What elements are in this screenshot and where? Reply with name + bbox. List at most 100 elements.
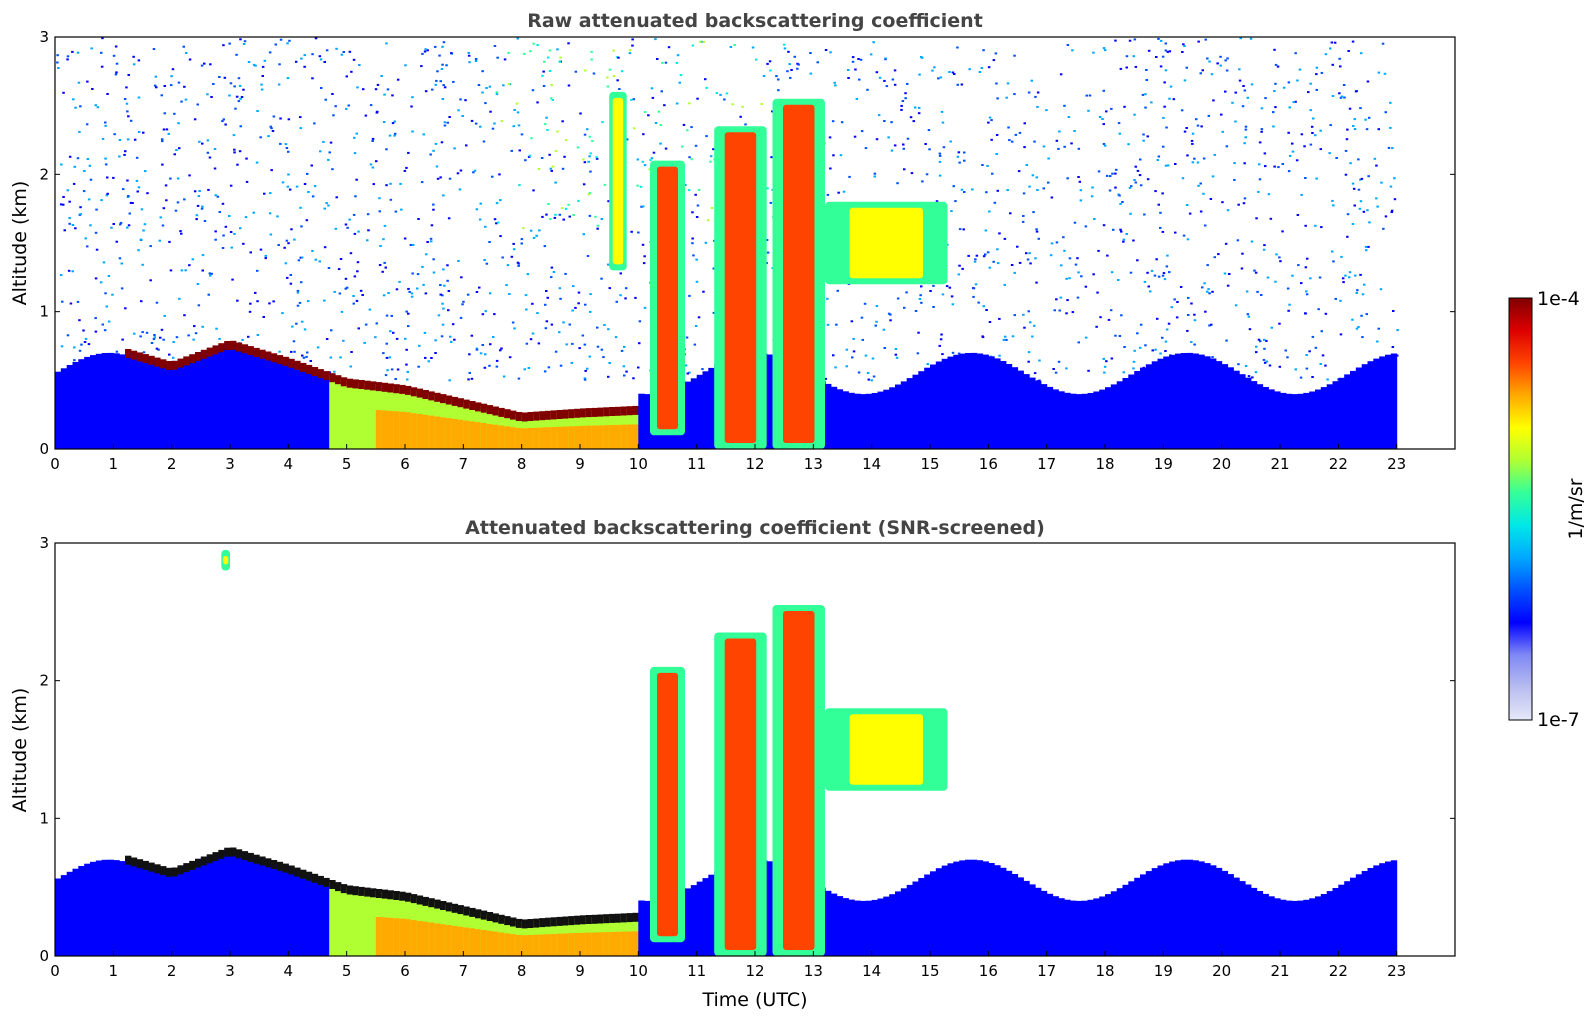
boundary-layer-cell	[1093, 391, 1100, 449]
boundary-layer-cell	[1245, 377, 1252, 449]
noise-cell	[180, 269, 184, 272]
noise-cell	[349, 252, 353, 255]
noise-cell	[142, 351, 146, 354]
noise-cell	[663, 104, 666, 107]
noise-cell	[1297, 264, 1300, 267]
aerosol-layer-top-cell	[224, 847, 231, 857]
noise-cell	[1284, 349, 1287, 352]
noise-cell	[1351, 318, 1354, 321]
noise-cell	[620, 70, 624, 73]
noise-cell	[842, 190, 846, 193]
noise-cell	[323, 61, 326, 63]
noise-cell	[1059, 73, 1063, 76]
noise-cell	[1258, 141, 1262, 144]
noise-cell	[99, 281, 103, 284]
noise-cell	[1206, 290, 1209, 293]
noise-cell	[357, 230, 360, 233]
boundary-layer-cell	[1326, 891, 1334, 956]
noise-cell	[1269, 217, 1273, 220]
cloud-core	[783, 104, 815, 444]
noise-cell	[201, 254, 205, 257]
noise-cell	[576, 146, 580, 149]
noise-cell	[883, 347, 886, 349]
noise-cell	[1122, 238, 1126, 241]
heatmap-area	[55, 37, 1399, 449]
x-tick-label: 1	[109, 962, 119, 980]
noise-cell	[447, 309, 450, 312]
noise-cell	[184, 98, 188, 101]
noise-cell	[153, 336, 156, 339]
noise-cell	[603, 183, 607, 186]
noise-cell	[104, 157, 107, 160]
noise-cell	[323, 246, 327, 249]
enhanced-aerosol-cell	[498, 932, 505, 956]
noise-cell	[340, 310, 344, 313]
noise-cell	[926, 363, 929, 366]
noise-cell	[1087, 369, 1090, 372]
noise-cell	[929, 290, 932, 292]
cloud-column	[714, 632, 767, 956]
boundary-layer-cell	[323, 879, 330, 956]
noise-cell	[1308, 350, 1311, 353]
aerosol-layer-top-cell	[241, 344, 249, 354]
noise-cell	[101, 323, 104, 326]
boundary-layer-cell	[1017, 370, 1024, 449]
noise-cell	[342, 339, 345, 342]
noise-cell	[481, 344, 484, 346]
noise-cell	[223, 76, 227, 79]
noise-cell	[594, 215, 597, 218]
noise-cell	[1231, 101, 1234, 104]
noise-cell	[1036, 91, 1040, 94]
noise-cell	[1047, 181, 1050, 184]
noise-cell	[1260, 107, 1264, 110]
noise-cell	[100, 199, 103, 202]
noise-cell	[1344, 173, 1348, 176]
boundary-layer-cell	[60, 368, 68, 449]
boundary-layer-cell	[218, 851, 225, 956]
noise-cell	[491, 175, 494, 178]
noise-cell	[270, 127, 273, 130]
noise-cell	[829, 51, 832, 54]
noise-cell	[766, 62, 769, 65]
noise-cell	[1174, 231, 1177, 234]
noise-cell	[1288, 154, 1292, 157]
noise-cell	[957, 151, 961, 154]
noise-cell	[271, 130, 275, 132]
boundary-layer-cell	[352, 888, 359, 956]
noise-cell	[719, 93, 722, 96]
aerosol-layer-top-cell	[463, 906, 470, 916]
enhanced-aerosol-cell	[597, 932, 604, 956]
noise-cell	[1276, 65, 1280, 68]
boundary-layer-cell	[200, 351, 208, 449]
noise-cell	[201, 205, 204, 208]
noise-cell	[517, 377, 521, 380]
noise-cell	[353, 232, 357, 235]
noise-cell	[694, 193, 697, 196]
noise-cell	[1210, 73, 1214, 76]
noise-cell	[1102, 143, 1106, 145]
boundary-layer-cell	[988, 863, 995, 956]
x-tick-label: 21	[1270, 962, 1289, 980]
noise-cell	[1265, 360, 1269, 363]
noise-cell	[957, 273, 961, 276]
boundary-layer-cell	[1373, 865, 1380, 956]
enhanced-aerosol-cell	[422, 414, 429, 449]
noise-cell	[115, 350, 119, 353]
noise-cell	[287, 242, 290, 245]
boundary-layer-cell	[1210, 358, 1217, 449]
noise-cell	[1309, 277, 1312, 280]
boundary-layer-cell	[1175, 353, 1182, 449]
noise-cell	[171, 68, 175, 71]
noise-cell	[927, 129, 931, 132]
boundary-layer-cell	[1105, 894, 1112, 956]
panel-title: Raw attenuated backscattering coefficien…	[527, 10, 983, 32]
noise-cell	[547, 366, 551, 369]
noise-cell	[1321, 354, 1325, 357]
noise-cell	[992, 59, 996, 62]
noise-cell	[438, 54, 441, 57]
noise-cell	[942, 146, 946, 149]
noise-cell	[1053, 309, 1056, 312]
noise-cell	[1219, 64, 1222, 67]
noise-cell	[124, 150, 127, 153]
noise-cell	[502, 84, 505, 87]
